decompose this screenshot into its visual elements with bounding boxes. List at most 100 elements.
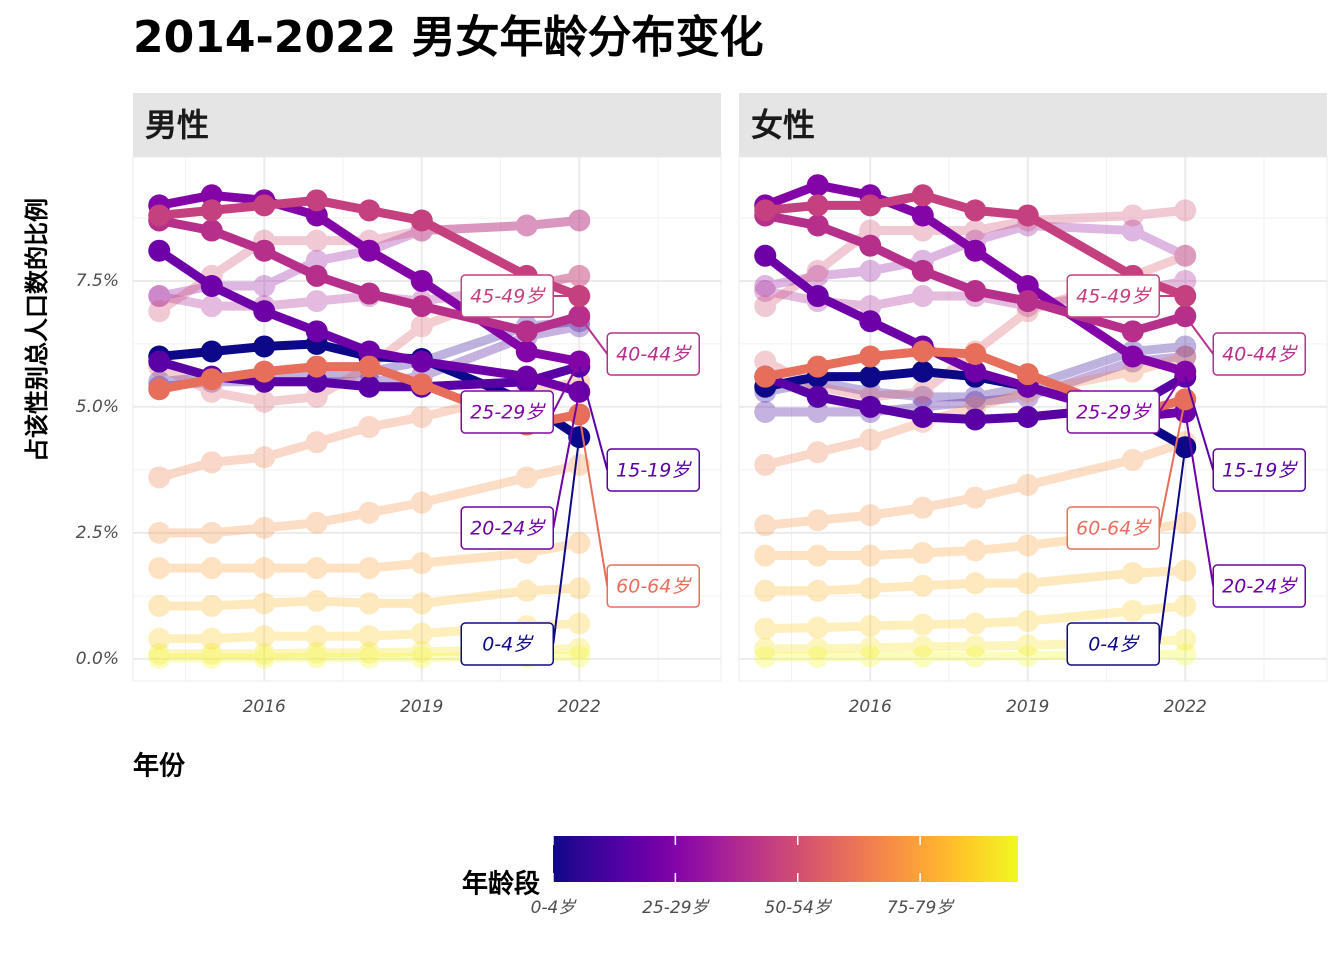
series-point [200, 642, 223, 665]
series-point [1121, 360, 1144, 383]
series-point [253, 360, 276, 383]
series-point [806, 441, 829, 464]
series-point [964, 219, 987, 242]
series-point [806, 400, 829, 423]
series-point [1174, 244, 1197, 267]
series-point [806, 214, 829, 237]
series-point [305, 290, 328, 313]
series-label: 0-4岁 [482, 634, 534, 656]
series-point [410, 405, 433, 428]
series-point [1174, 559, 1197, 582]
series-point [200, 368, 223, 391]
y-tick-label: 2.5% [76, 523, 119, 543]
series-point [1016, 290, 1039, 313]
series-point [305, 431, 328, 454]
series-point [148, 378, 171, 401]
series-point [358, 646, 381, 669]
series-point [410, 622, 433, 645]
series-point [1016, 610, 1039, 633]
series [754, 204, 1197, 343]
series [148, 453, 591, 544]
series-point [253, 446, 276, 469]
series-point [859, 365, 882, 388]
series-point [911, 613, 934, 636]
label-leader [1158, 371, 1187, 413]
label-box [460, 390, 554, 434]
series-point [1174, 594, 1197, 617]
series-point [754, 365, 777, 388]
series-point [200, 627, 223, 650]
series-label: 25-29岁 [470, 402, 546, 424]
series-point [754, 199, 777, 222]
label-box [1066, 274, 1160, 318]
series-point [568, 531, 591, 554]
series [754, 594, 1197, 640]
series-point [358, 340, 381, 363]
series-point [754, 579, 777, 602]
series-point [358, 592, 381, 615]
facet-title: 男性 [145, 106, 209, 144]
legend-label: 25-29岁 [642, 898, 710, 918]
label-leader [578, 414, 609, 587]
series-point [253, 642, 276, 665]
label-box [1066, 390, 1160, 434]
series-point [806, 385, 829, 408]
series-point [1016, 274, 1039, 297]
series-point [1121, 320, 1144, 343]
series-point [754, 514, 777, 537]
series-line [765, 601, 1186, 634]
series-point [911, 184, 934, 207]
series-point [1174, 199, 1197, 222]
series-point [1121, 345, 1144, 368]
series-point [358, 416, 381, 439]
series-point [911, 496, 934, 519]
series-point [515, 214, 538, 237]
series-point [358, 625, 381, 648]
series-point [806, 264, 829, 287]
series-point [515, 579, 538, 602]
series-point [305, 355, 328, 378]
series-point [806, 579, 829, 602]
series-point [1174, 511, 1197, 534]
series-point [1174, 643, 1197, 666]
series-point [410, 640, 433, 663]
series-point [911, 405, 934, 428]
series-point [253, 300, 276, 323]
series-point [806, 616, 829, 639]
series-point [806, 544, 829, 567]
series-point [1016, 474, 1039, 497]
series-point [305, 641, 328, 664]
series-point [1121, 219, 1144, 242]
series-point [358, 641, 381, 664]
series-point [964, 612, 987, 635]
series-point [358, 199, 381, 222]
series-point [148, 300, 171, 323]
series-point [200, 451, 223, 474]
x-tick-label: 2016 [243, 697, 286, 717]
series-point [253, 625, 276, 648]
series-point [148, 521, 171, 544]
series-point [568, 264, 591, 287]
label-box [460, 622, 554, 666]
series-point [859, 310, 882, 333]
series-point [806, 174, 829, 197]
series-point [568, 637, 591, 660]
series-point [911, 204, 934, 227]
series [754, 345, 1197, 476]
series-point [754, 350, 777, 373]
series-point [754, 637, 777, 660]
series-point [568, 645, 591, 668]
series-point [1174, 269, 1197, 292]
label-box [1212, 564, 1306, 608]
label-box [1066, 622, 1160, 666]
series-label: 20-24岁 [1222, 576, 1298, 598]
label-box [1066, 506, 1160, 550]
series-point [964, 486, 987, 509]
series-point [358, 239, 381, 262]
facet-strip [133, 93, 721, 157]
series-point [859, 259, 882, 282]
y-tick-label: 0.0% [76, 649, 119, 669]
series-point [568, 264, 591, 287]
series-point [964, 343, 987, 366]
label-box [460, 274, 554, 318]
